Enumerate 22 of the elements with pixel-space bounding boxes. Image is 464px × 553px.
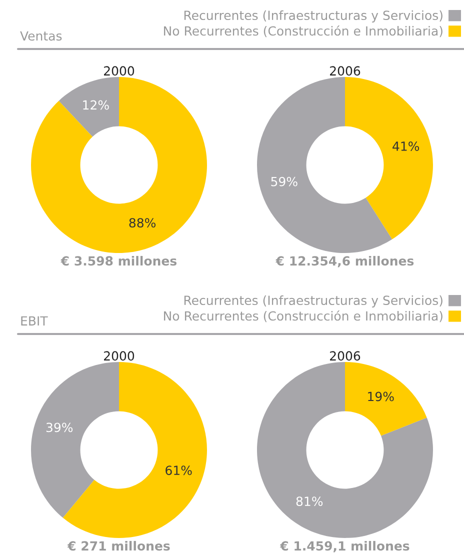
legend-label: No Recurrentes (Construcción e Inmobiliaria) <box>164 25 442 38</box>
data-label: 39% <box>46 422 73 432</box>
text: Ventas <box>20 31 62 41</box>
data-label: 12% <box>83 100 109 110</box>
data-label: 41% <box>392 141 420 151</box>
data-label: 88% <box>129 218 156 228</box>
text: € 12.354,6 millones <box>276 256 414 268</box>
slice-label: 2006 <box>330 66 360 76</box>
text: € 3.598 millones <box>60 256 177 266</box>
legend-label: Recurrentes (Infraestructuras y Servicios) <box>184 10 442 22</box>
slice-label: 2000 <box>104 66 134 76</box>
legend-label: No Recurrentes (Construcción e Inmobiliaria) <box>164 310 442 322</box>
legend-label: Recurrentes (Infraestructuras y Servicios) <box>184 295 442 308</box>
slice-label: 2006 <box>330 351 360 361</box>
data-label: 61% <box>166 466 192 476</box>
text: € 1.459,1 millones <box>280 540 410 552</box>
data-label: 81% <box>296 496 323 506</box>
slice-label: 2000 <box>104 351 134 361</box>
data-label: 19% <box>368 392 394 402</box>
text: EBIT <box>21 316 48 326</box>
data-label: 59% <box>271 176 298 186</box>
text: € 271 millones <box>67 540 170 551</box>
